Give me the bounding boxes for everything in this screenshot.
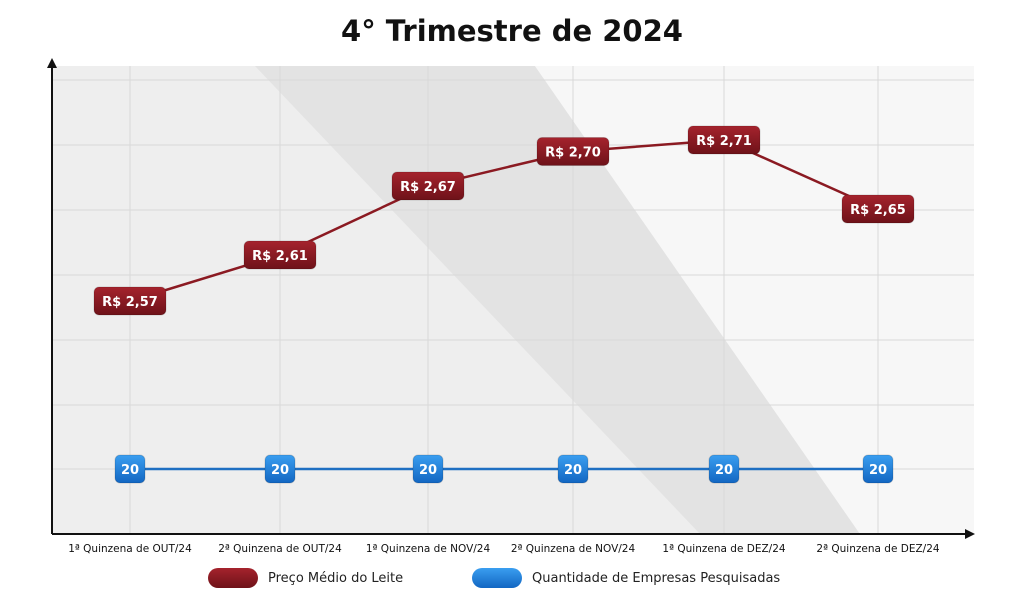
companies-point: 20: [264, 454, 296, 484]
companies-marker: [557, 454, 589, 484]
legend-swatch-companies: [472, 568, 522, 588]
price-marker: [93, 286, 167, 316]
price-marker: [391, 171, 465, 201]
price-point: R$ 2,71: [687, 125, 761, 155]
legend-item-companies: Quantidade de Empresas Pesquisadas: [472, 568, 780, 588]
price-data-label: R$ 2,71: [696, 134, 752, 149]
companies-marker: [412, 454, 444, 484]
companies-point: 20: [114, 454, 146, 484]
companies-data-label: 20: [271, 463, 289, 478]
companies-data-label: 20: [121, 463, 139, 478]
price-data-label: R$ 2,61: [252, 249, 308, 264]
companies-marker: [114, 454, 146, 484]
companies-marker: [862, 454, 894, 484]
companies-point: 20: [557, 454, 589, 484]
chart-title: 4° Trimestre de 2024: [341, 14, 683, 48]
background-band: [52, 66, 700, 534]
legend-label-price: Preço Médio do Leite: [268, 570, 404, 586]
x-axis-arrow: [965, 529, 975, 539]
price-point: R$ 2,65: [841, 194, 915, 224]
x-tick-label: 2ª Quinzena de DEZ/24: [816, 543, 939, 555]
companies-point: 20: [862, 454, 894, 484]
legend-item-price: Preço Médio do Leite: [208, 568, 403, 588]
legend-label-companies: Quantidade de Empresas Pesquisadas: [532, 570, 781, 586]
y-axis-arrow: [47, 58, 57, 68]
price-data-label: R$ 2,65: [850, 203, 906, 218]
price-marker: [687, 125, 761, 155]
companies-point: 20: [412, 454, 444, 484]
price-data-label: R$ 2,57: [102, 295, 158, 310]
companies-data-label: 20: [715, 463, 733, 478]
companies-marker: [708, 454, 740, 484]
companies-marker: [264, 454, 296, 484]
companies-data-label: 20: [419, 463, 437, 478]
x-tick-label: 2ª Quinzena de NOV/24: [511, 543, 636, 555]
price-marker: [536, 137, 610, 166]
price-data-label: R$ 2,70: [545, 146, 601, 161]
price-point: R$ 2,67: [391, 171, 465, 201]
price-marker: [841, 194, 915, 224]
price-data-label: R$ 2,67: [400, 180, 456, 195]
price-point: R$ 2,57: [93, 286, 167, 316]
x-tick-label: 1ª Quinzena de DEZ/24: [662, 543, 785, 555]
x-tick-label: 1ª Quinzena de NOV/24: [366, 543, 491, 555]
companies-point: 20: [708, 454, 740, 484]
companies-data-label: 20: [869, 463, 887, 478]
legend-swatch-price: [208, 568, 258, 588]
x-tick-label: 1ª Quinzena de OUT/24: [68, 543, 192, 555]
x-tick-label: 2ª Quinzena de OUT/24: [218, 543, 342, 555]
price-point: R$ 2,70: [536, 137, 610, 166]
price-marker: [243, 240, 317, 270]
background-band: [535, 66, 974, 534]
companies-data-label: 20: [564, 463, 582, 478]
price-point: R$ 2,61: [243, 240, 317, 270]
